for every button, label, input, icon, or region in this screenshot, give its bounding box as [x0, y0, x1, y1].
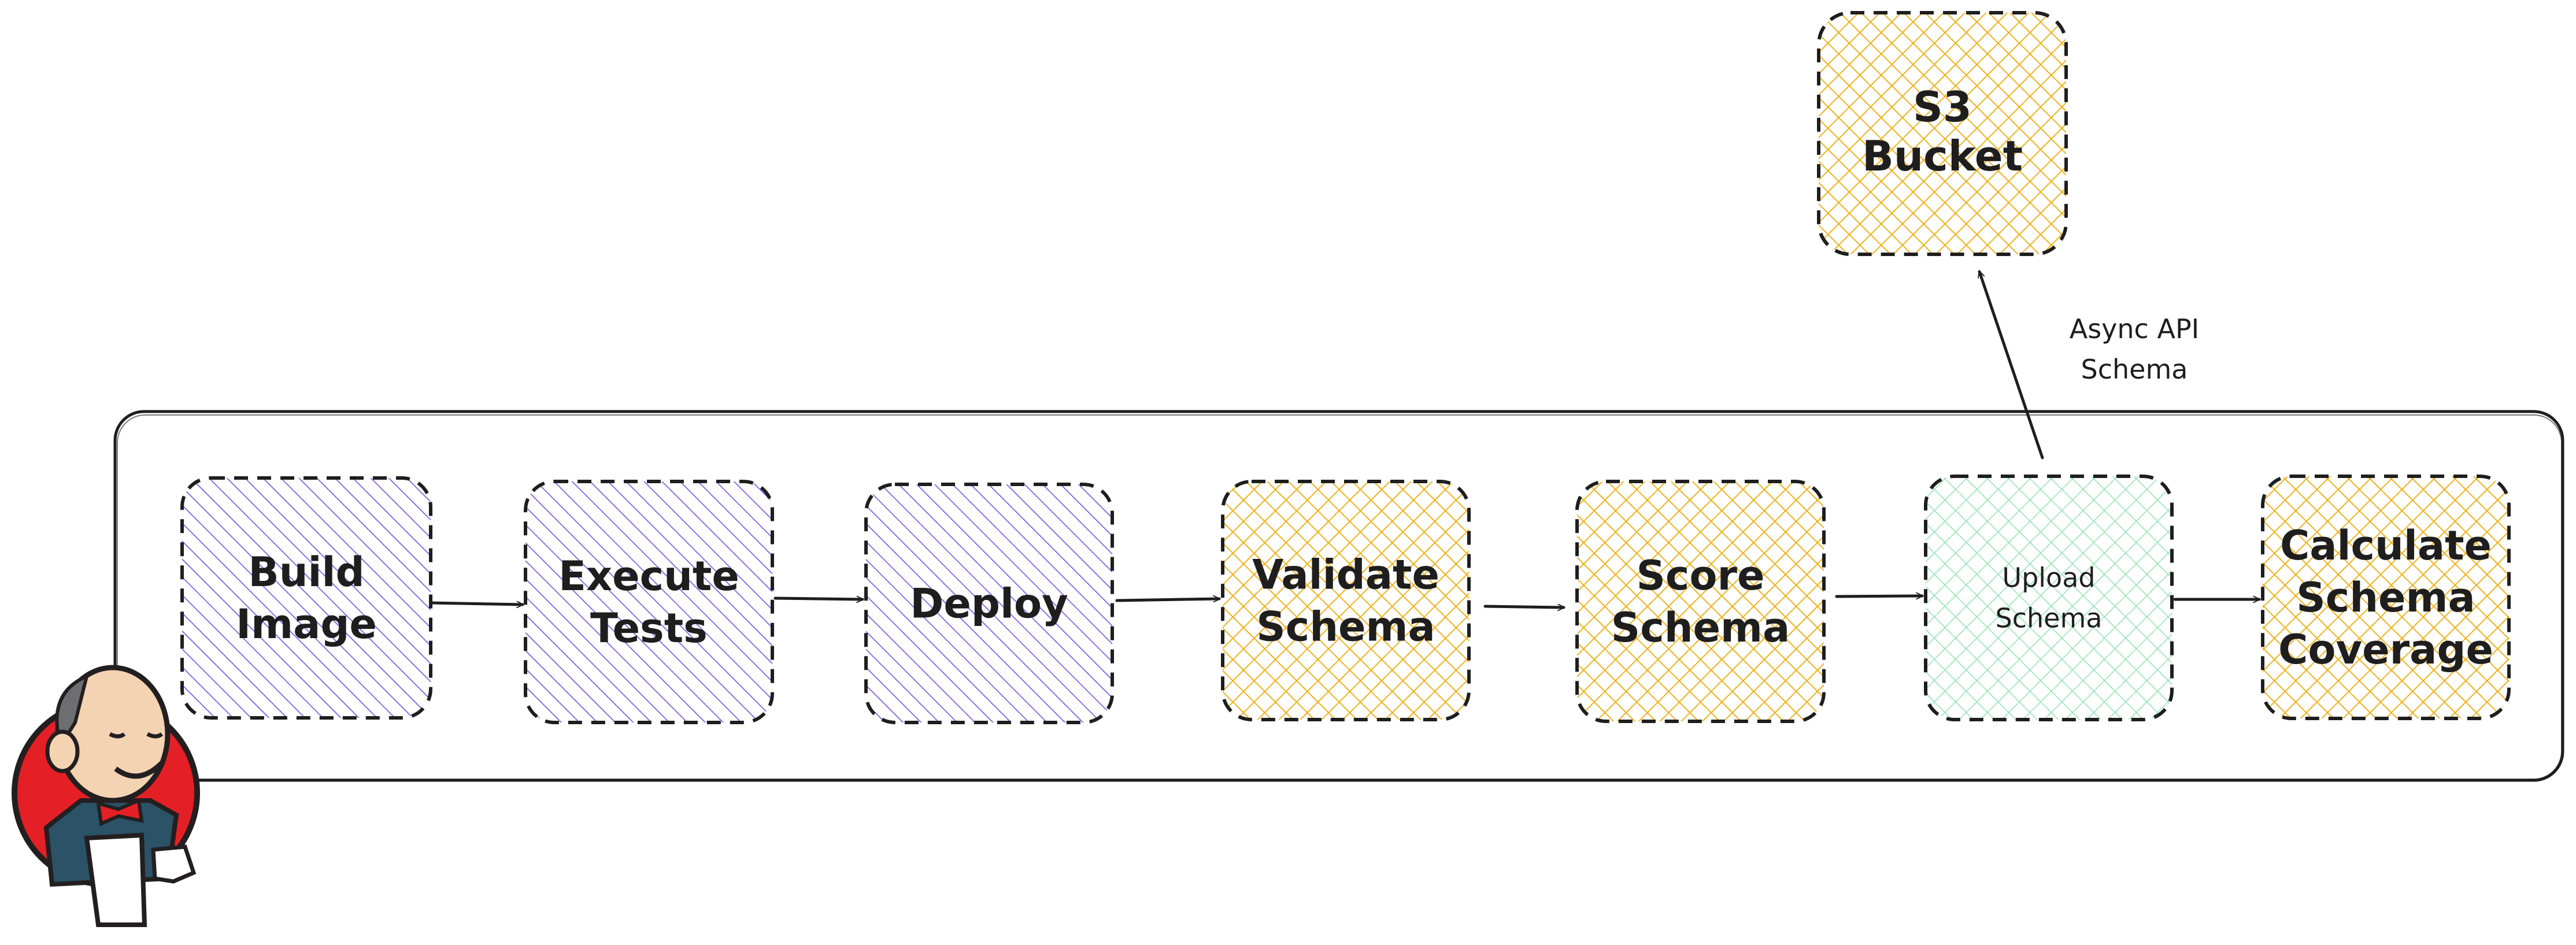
s3-bucket-label-line: S3	[1913, 83, 1972, 131]
stage-execute-tests[interactable]: Execute Tests	[524, 480, 774, 724]
stage-arrow	[429, 603, 524, 605]
stage-arrow	[1483, 606, 1565, 607]
stage-calculate-schema-coverage[interactable]: Calculate Schema Coverage	[2261, 475, 2511, 720]
pipeline-container	[113, 410, 2564, 782]
jenkins-butler-icon	[12, 665, 200, 927]
stage-build-image[interactable]: Build Image	[180, 476, 432, 720]
upload-edge-label: Schema	[2081, 354, 2188, 385]
upload-to-s3-arrow	[1979, 272, 2044, 459]
stage-box	[864, 483, 1114, 724]
stage-box	[180, 476, 432, 720]
s3-bucket-node[interactable]: S3 Bucket	[1817, 11, 2068, 256]
s3-bucket-label-line: Bucket	[1862, 132, 2023, 180]
stage-label-line: Score	[1637, 552, 1765, 599]
stage-label-line: Coverage	[2278, 626, 2493, 673]
stage-deploy[interactable]: Deploy	[864, 483, 1114, 724]
stage-label-line: Execute	[558, 553, 739, 600]
stage-arrow	[1115, 599, 1221, 601]
stage-label-line: Schema	[1611, 604, 1790, 651]
stage-label-line: Tests	[590, 605, 708, 652]
stage-arrow	[773, 598, 864, 599]
stage-box	[2261, 475, 2511, 720]
stage-upload-schema[interactable]: Upload Schema	[1924, 475, 2174, 721]
upload-edge-label: Async API	[2070, 313, 2200, 344]
stage-label-line: Schema	[1996, 603, 2103, 634]
stage-label-line: Image	[236, 601, 377, 648]
stage-score-schema[interactable]: Score Schema	[1575, 480, 1826, 723]
stage-label-line: Calculate	[2280, 522, 2492, 569]
stage-box	[1924, 475, 2174, 721]
stage-label-line: Upload	[2002, 562, 2095, 594]
stage-label-line: Build	[248, 549, 364, 596]
stage-box	[1575, 480, 1826, 723]
stage-box	[1221, 480, 1471, 721]
stage-label-line: Deploy	[910, 580, 1068, 628]
stage-label-line: Validate	[1252, 551, 1439, 599]
stage-label-line: Schema	[1256, 603, 1435, 651]
stage-box	[524, 480, 774, 724]
stage-label-line: Schema	[2296, 574, 2475, 621]
